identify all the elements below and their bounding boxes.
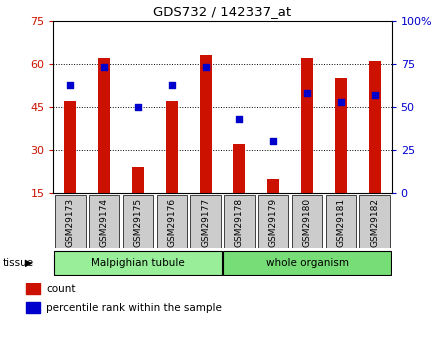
Point <box>202 65 209 70</box>
Bar <box>360 195 390 248</box>
Point <box>337 99 344 105</box>
Text: GSM29178: GSM29178 <box>235 198 244 247</box>
Bar <box>369 61 380 193</box>
Title: GDS732 / 142337_at: GDS732 / 142337_at <box>154 5 291 18</box>
Text: GSM29173: GSM29173 <box>66 198 75 247</box>
Text: GSM29181: GSM29181 <box>336 198 345 247</box>
Bar <box>89 195 119 248</box>
Text: GSM29177: GSM29177 <box>201 198 210 247</box>
Bar <box>292 195 322 248</box>
Point <box>134 104 142 110</box>
Bar <box>65 101 76 193</box>
Text: GSM29182: GSM29182 <box>370 198 379 247</box>
Bar <box>301 58 313 193</box>
Bar <box>267 179 279 193</box>
Point <box>303 90 311 96</box>
Bar <box>55 195 85 248</box>
Point <box>236 116 243 122</box>
Bar <box>26 283 40 294</box>
Text: percentile rank within the sample: percentile rank within the sample <box>46 303 222 313</box>
Bar <box>258 195 288 248</box>
Bar <box>335 78 347 193</box>
Bar <box>123 195 153 248</box>
Point <box>270 139 277 144</box>
Bar <box>224 195 255 248</box>
Bar <box>132 167 144 193</box>
Bar <box>190 195 221 248</box>
Text: Malpighian tubule: Malpighian tubule <box>91 258 185 268</box>
Bar <box>223 250 391 275</box>
Bar <box>166 101 178 193</box>
Text: tissue: tissue <box>2 258 33 268</box>
Bar <box>98 58 110 193</box>
Point <box>371 92 378 98</box>
Text: GSM29180: GSM29180 <box>303 198 312 247</box>
Point <box>101 65 108 70</box>
Text: whole organism: whole organism <box>266 258 348 268</box>
Text: GSM29179: GSM29179 <box>269 198 278 247</box>
Bar <box>54 250 222 275</box>
Bar <box>234 144 245 193</box>
Bar <box>200 55 211 193</box>
Point <box>168 82 175 87</box>
Text: GSM29176: GSM29176 <box>167 198 176 247</box>
Bar <box>157 195 187 248</box>
Point <box>67 82 74 87</box>
Text: count: count <box>46 284 76 294</box>
Text: GSM29175: GSM29175 <box>134 198 142 247</box>
Text: GSM29174: GSM29174 <box>100 198 109 247</box>
Bar <box>26 302 40 313</box>
Bar <box>326 195 356 248</box>
Text: ▶: ▶ <box>25 258 33 268</box>
